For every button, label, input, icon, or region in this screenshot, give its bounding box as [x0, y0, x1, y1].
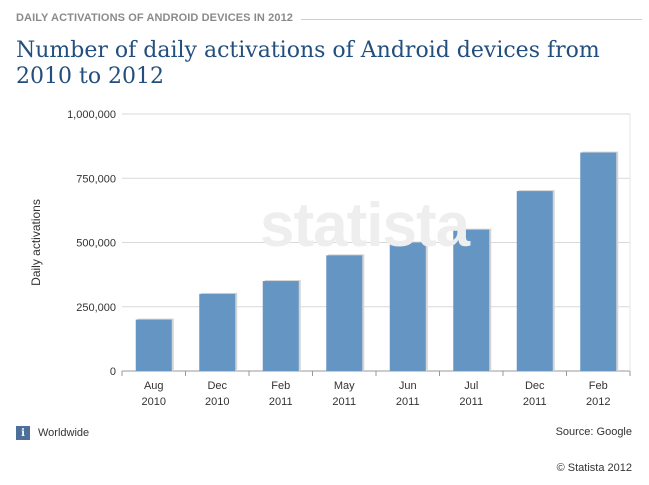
region-note: i Worldwide	[16, 426, 89, 440]
chart-title: Number of daily activations of Android d…	[16, 38, 600, 89]
bar	[326, 255, 363, 371]
kicker-bar: DAILY ACTIVATIONS OF ANDROID DEVICES IN …	[16, 10, 642, 26]
x-tick-label: 2011	[523, 396, 547, 408]
x-tick-label: 2011	[459, 396, 483, 408]
x-tick-label: 2010	[142, 396, 166, 408]
bar	[389, 242, 426, 371]
x-tick-label: 2010	[205, 396, 229, 408]
watermark: statista	[260, 191, 470, 260]
y-axis-label: Daily activations	[29, 199, 43, 286]
kicker-label: DAILY ACTIVATIONS OF ANDROID DEVICES IN …	[16, 12, 294, 24]
x-tick-label: 2011	[332, 396, 356, 408]
y-tick-label: 0	[110, 366, 116, 378]
bar	[453, 229, 490, 371]
x-tick-label: Dec	[207, 380, 227, 392]
region-label: Worldwide	[38, 427, 90, 439]
x-tick-label: Aug	[144, 380, 164, 392]
copyright-label: © Statista 2012	[556, 462, 632, 474]
info-icon[interactable]: i	[16, 426, 30, 440]
y-tick-label: 250,000	[76, 302, 116, 314]
bar	[580, 152, 617, 371]
bar	[135, 319, 172, 371]
y-tick-label: 500,000	[76, 238, 116, 250]
x-tick-label: 2012	[586, 396, 610, 408]
kicker-divider	[301, 18, 642, 20]
source-label: Source: Google	[555, 426, 632, 438]
bar	[262, 281, 299, 371]
x-tick-label: 2011	[269, 396, 293, 408]
bar	[516, 191, 553, 371]
x-tick-label: May	[334, 380, 355, 392]
y-tick-label: 750,000	[76, 173, 116, 185]
x-tick-label: Jul	[464, 380, 478, 392]
x-tick-label: Jun	[399, 380, 417, 392]
x-tick-label: Feb	[271, 380, 290, 392]
x-tick-label: Dec	[525, 380, 545, 392]
x-tick-label: 2011	[396, 396, 420, 408]
x-tick-label: Feb	[589, 380, 608, 392]
y-tick-label: 1,000,000	[67, 109, 116, 121]
bar	[199, 293, 236, 371]
